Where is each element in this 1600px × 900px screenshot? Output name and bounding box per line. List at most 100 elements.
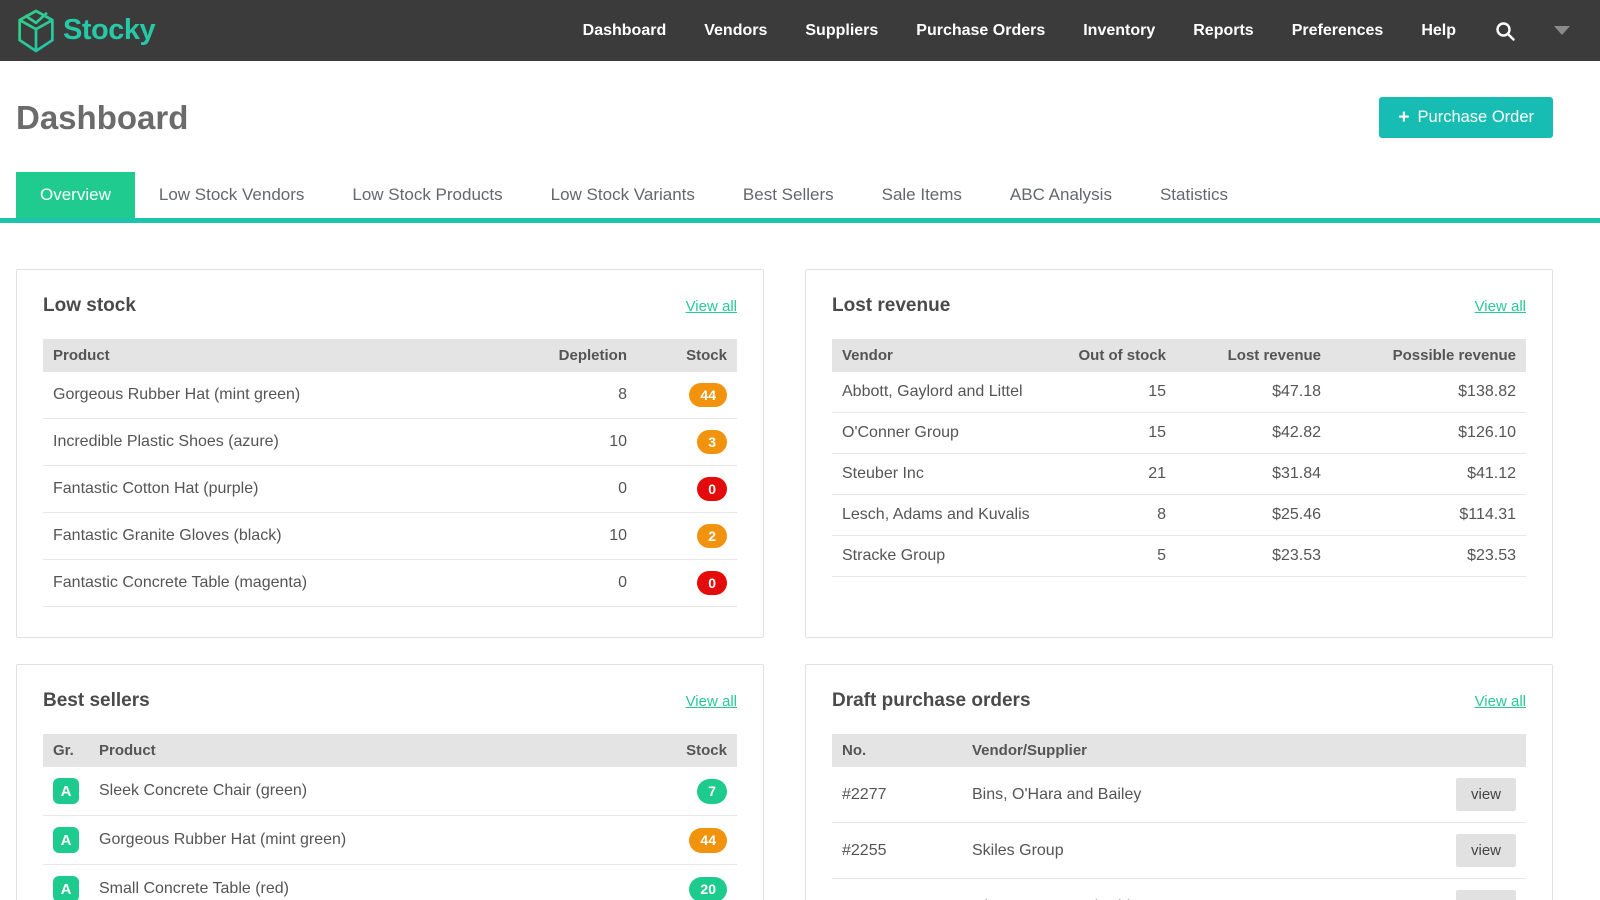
tab-overview[interactable]: Overview: [16, 172, 135, 218]
possible-revenue-value: $41.12: [1331, 453, 1526, 495]
nav-item-reports[interactable]: Reports: [1193, 21, 1254, 39]
view-all-link[interactable]: View all: [685, 692, 737, 710]
possible-revenue-value: $114.31: [1331, 494, 1526, 536]
out-of-stock-value: 15: [1046, 372, 1176, 413]
grade-badge: A: [53, 778, 79, 805]
tab-statistics[interactable]: Statistics: [1159, 185, 1228, 204]
column-header-vendor: Vendor: [832, 339, 1046, 372]
column-header-out-of-stock: Out of stock: [1046, 339, 1176, 372]
out-of-stock-value: 21: [1046, 453, 1176, 495]
vendor-name: Lesch, Adams and Kuvalis: [832, 494, 1046, 536]
stocky-box-icon: [16, 9, 56, 53]
stock-badge-cell: 2: [637, 512, 737, 561]
vendor-name: O'Conner Group: [832, 412, 1046, 454]
view-button[interactable]: view: [1455, 890, 1516, 900]
chevron-down-icon[interactable]: [1554, 26, 1570, 35]
stock-badge: 44: [689, 383, 727, 408]
table-row: Fantastic Concrete Table (magenta) 0 0: [43, 559, 737, 608]
view-button[interactable]: view: [1455, 834, 1516, 868]
out-of-stock-value: 5: [1046, 535, 1176, 577]
tab-abc-analysis[interactable]: ABC Analysis: [1009, 185, 1112, 204]
view-button[interactable]: view: [1455, 778, 1516, 812]
product-name: Gorgeous Rubber Hat (mint green): [89, 815, 637, 866]
column-header-grade: Gr.: [43, 734, 89, 768]
out-of-stock-value: 8: [1046, 494, 1176, 536]
grade-badge: A: [53, 827, 79, 854]
column-header-number: No.: [832, 734, 962, 768]
vendor-name: Olson, Carter and White: [962, 878, 1446, 900]
table-row: Fantastic Granite Gloves (black) 10 2: [43, 512, 737, 561]
view-all-link[interactable]: View all: [1474, 297, 1526, 315]
tab-bar: Overview Low Stock Vendors Low Stock Pro…: [0, 172, 1600, 223]
product-name: Gorgeous Rubber Hat (mint green): [43, 372, 517, 420]
column-header-depletion: Depletion: [517, 339, 637, 372]
panel-title: Lost revenue: [832, 295, 951, 316]
column-header-product: Product: [43, 339, 517, 372]
product-name: Fantastic Granite Gloves (black): [43, 512, 517, 561]
grade-badge-cell: A: [43, 864, 89, 900]
view-all-link[interactable]: View all: [1474, 692, 1526, 710]
stock-badge-cell: 44: [637, 815, 737, 866]
out-of-stock-value: 15: [1046, 412, 1176, 454]
table-row: Gorgeous Rubber Hat (mint green) 8 44: [43, 372, 737, 420]
table-row: Stracke Group 5 $23.53 $23.53: [832, 535, 1526, 577]
po-number: #2277: [832, 767, 962, 824]
nav-item-inventory[interactable]: Inventory: [1083, 21, 1156, 39]
panel-lost-revenue: Lost revenue View all Vendor Out of stoc…: [805, 269, 1553, 639]
product-name: Fantastic Cotton Hat (purple): [43, 465, 517, 514]
stock-badge: 7: [697, 779, 727, 804]
nav-item-dashboard[interactable]: Dashboard: [582, 21, 667, 39]
page-content: Dashboard + Purchase Order Overview Low …: [0, 97, 1600, 900]
nav-item-purchase-orders[interactable]: Purchase Orders: [916, 21, 1046, 39]
vendor-name: Stracke Group: [832, 535, 1046, 577]
tab-low-stock-variants[interactable]: Low Stock Variants: [550, 185, 695, 204]
table-row: A Sleek Concrete Chair (green) 7: [43, 767, 737, 817]
depletion-value: 8: [517, 372, 637, 420]
column-header-lost-revenue: Lost revenue: [1176, 339, 1331, 372]
stock-badge-cell: 44: [637, 372, 737, 420]
product-name: Fantastic Concrete Table (magenta): [43, 559, 517, 608]
stock-badge: 0: [697, 477, 727, 502]
stock-badge-cell: 0: [637, 465, 737, 514]
nav-item-suppliers[interactable]: Suppliers: [805, 21, 879, 39]
search-icon[interactable]: [1494, 20, 1516, 42]
lost-revenue-value: $31.84: [1176, 453, 1331, 495]
nav-item-vendors[interactable]: Vendors: [704, 21, 768, 39]
column-header-possible-revenue: Possible revenue: [1331, 339, 1526, 372]
depletion-value: 0: [517, 465, 637, 514]
best-sellers-table: Gr. Product Stock A Sleek Concrete Chair …: [43, 734, 737, 900]
panel-best-sellers: Best sellers View all Gr. Product Stock …: [16, 664, 764, 900]
grade-badge-cell: A: [43, 815, 89, 866]
column-header-stock: Stock: [637, 734, 737, 768]
po-number: #2252: [832, 878, 962, 900]
panel-draft-purchase-orders: Draft purchase orders View all No. Vendo…: [805, 664, 1553, 900]
view-button-cell: view: [1445, 767, 1526, 824]
nav-item-help[interactable]: Help: [1421, 21, 1456, 39]
depletion-value: 0: [517, 559, 637, 608]
tab-low-stock-products[interactable]: Low Stock Products: [352, 185, 503, 204]
panel-low-stock: Low stock View all Product Depletion Sto…: [16, 269, 764, 639]
lost-revenue-value: $25.46: [1176, 494, 1331, 536]
top-nav: Stocky Dashboard Vendors Suppliers Purch…: [0, 0, 1600, 61]
view-all-link[interactable]: View all: [685, 297, 737, 315]
plus-icon: +: [1398, 107, 1410, 128]
tab-sale-items[interactable]: Sale Items: [881, 185, 962, 204]
tab-best-sellers[interactable]: Best Sellers: [742, 185, 834, 204]
possible-revenue-value: $138.82: [1331, 372, 1526, 413]
panel-title: Draft purchase orders: [832, 690, 1031, 712]
lost-revenue-value: $42.82: [1176, 412, 1331, 454]
vendor-name: Skiles Group: [962, 822, 1446, 880]
depletion-value: 10: [517, 418, 637, 467]
low-stock-table: Product Depletion Stock Gorgeous Rubber …: [43, 339, 737, 608]
possible-revenue-value: $23.53: [1331, 535, 1526, 577]
page-header: Dashboard + Purchase Order: [16, 97, 1553, 138]
nav-item-preferences[interactable]: Preferences: [1291, 21, 1384, 39]
product-name: Sleek Concrete Chair (green): [89, 767, 637, 817]
table-row: Lesch, Adams and Kuvalis 8 $25.46 $114.31: [832, 494, 1526, 536]
possible-revenue-value: $126.10: [1331, 412, 1526, 454]
purchase-order-button[interactable]: + Purchase Order: [1379, 97, 1553, 138]
grade-badge-cell: A: [43, 767, 89, 817]
page-title: Dashboard: [16, 98, 189, 136]
brand[interactable]: Stocky: [16, 9, 156, 53]
tab-low-stock-vendors[interactable]: Low Stock Vendors: [158, 185, 305, 204]
